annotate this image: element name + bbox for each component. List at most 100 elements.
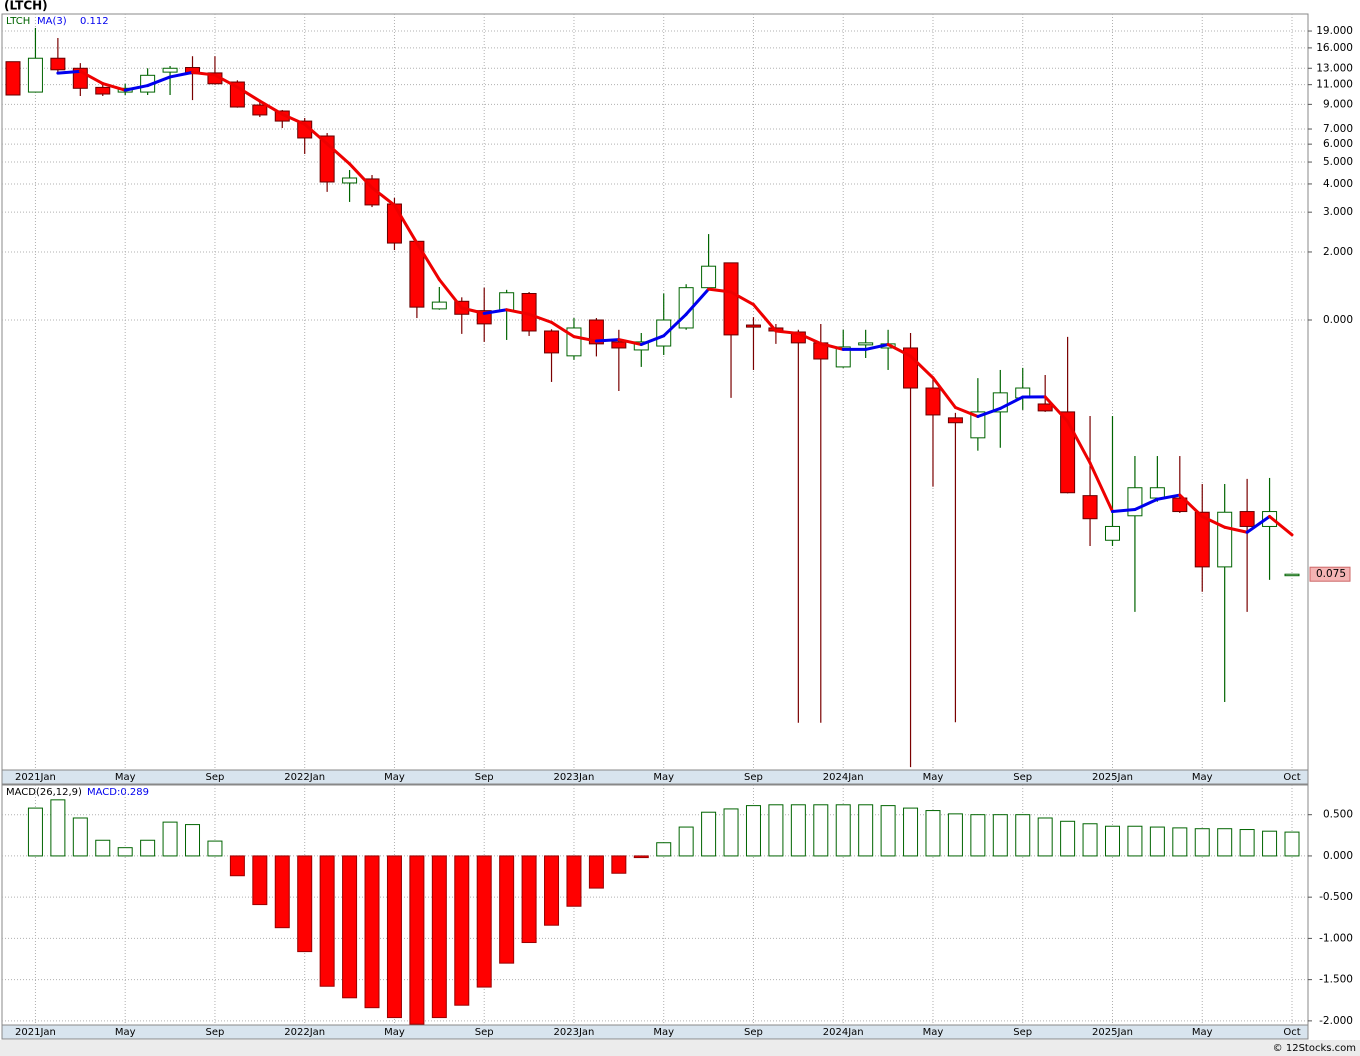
candle-body [431, 301, 447, 310]
ma-segment [550, 320, 576, 339]
macd-bar [431, 855, 447, 1019]
macd-bar [499, 855, 515, 964]
footer [0, 1040, 1360, 1056]
candle-body [611, 341, 627, 349]
candle-body [925, 387, 941, 416]
candle-body [1239, 511, 1255, 527]
macd-bar [1037, 817, 1053, 857]
x-tick-label: Sep [206, 772, 225, 783]
ma-segment [78, 69, 105, 86]
ma-segment [1066, 419, 1092, 465]
macd-bar [835, 804, 851, 857]
ma-segment [1200, 515, 1227, 529]
macd-bar [813, 804, 829, 857]
candle-body [745, 324, 761, 328]
macd-bar [27, 807, 43, 857]
ma-segment [976, 406, 1002, 419]
x-tick-label: May [1192, 1027, 1213, 1038]
candle-body [701, 265, 717, 289]
y-tick-label: 11.000 [1316, 79, 1353, 91]
ma-segment [1268, 515, 1294, 537]
macd-bar [768, 804, 784, 857]
x-tick-label: 2025Jan [1092, 1027, 1133, 1038]
macd-bar [1217, 828, 1233, 857]
ma-segment [168, 70, 195, 79]
ma-segment [392, 203, 419, 245]
macd-bar [1104, 825, 1120, 857]
candle-body [252, 104, 268, 116]
y-tick-label: 19.000 [1316, 25, 1353, 37]
y-tick-label: 13.000 [1316, 62, 1353, 74]
macd-bar [633, 855, 649, 859]
x-tick-label: May [923, 772, 944, 783]
ma-segment [931, 376, 957, 409]
macd-bar [858, 804, 874, 857]
candle-body [544, 330, 560, 354]
macd-bar [476, 855, 492, 988]
macd-bar [588, 855, 604, 889]
x-tick-label: Sep [1013, 772, 1032, 783]
macd-bar [72, 817, 88, 857]
macd-bar [544, 855, 560, 926]
ma-segment [1110, 508, 1137, 514]
macd-bar [1284, 831, 1300, 857]
macd-bar [790, 804, 806, 857]
macd-bar [947, 813, 963, 857]
ma-segment [953, 405, 980, 419]
macd-bar [925, 810, 941, 857]
macd-bar [319, 855, 335, 987]
x-tick-label: 2025Jan [1092, 772, 1133, 783]
candle-body [1060, 411, 1076, 494]
macd-bar [723, 808, 739, 857]
x-tick-label: 2023Jan [554, 772, 595, 783]
ma-segment [415, 241, 441, 282]
y-tick-label: 6.000 [1323, 138, 1353, 150]
ma-segment [909, 354, 935, 380]
ma-segment [280, 112, 307, 126]
last-price-label: 0.075 [1316, 568, 1346, 580]
ma-segment [348, 162, 374, 190]
ma-segment [662, 312, 688, 338]
candle-body [342, 177, 358, 184]
x-axis-band [1, 1024, 1309, 1040]
candle-body [1284, 573, 1300, 577]
ma-segment [751, 303, 778, 333]
ma-segment [1223, 525, 1249, 534]
x-tick-label: Sep [744, 772, 763, 783]
ma-segment [370, 186, 396, 207]
macd-bar [678, 826, 694, 857]
macd-bar [50, 799, 66, 857]
ma-segment [864, 343, 890, 351]
last-price-box [1309, 566, 1351, 582]
macd-bar [566, 855, 582, 907]
candle-body [1262, 511, 1278, 527]
x-tick-label: Sep [475, 1027, 494, 1038]
y-tick-label: -2.000 [1319, 1015, 1353, 1027]
y-tick-label: -1.000 [1319, 932, 1353, 944]
ma-segment [1178, 493, 1204, 519]
ma-segment [639, 334, 666, 347]
ma-segment [482, 308, 509, 315]
ma-segment [235, 85, 262, 103]
macd-bar [364, 855, 380, 1009]
y-tick-label: 2.000 [1323, 246, 1353, 258]
candle-body [858, 342, 874, 346]
macd-bar [140, 839, 156, 857]
candle-body [835, 346, 851, 368]
macd-bar [454, 855, 470, 1006]
candle-body [386, 203, 402, 244]
y-tick-label: 0.000 [1323, 314, 1353, 326]
macd-bar [1127, 825, 1143, 857]
ma-segment [191, 70, 217, 77]
x-tick-label: Sep [1013, 1027, 1032, 1038]
macd-bar [297, 855, 313, 953]
y-tick-label: 0.500 [1323, 809, 1353, 821]
x-tick-label: May [115, 772, 136, 783]
ma-segment [819, 342, 845, 351]
y-tick-label: 0.000 [1323, 850, 1353, 862]
legend-ma-value: 0.112 [80, 16, 109, 27]
main-panel [1, 13, 1309, 771]
macd-bar [992, 814, 1008, 857]
